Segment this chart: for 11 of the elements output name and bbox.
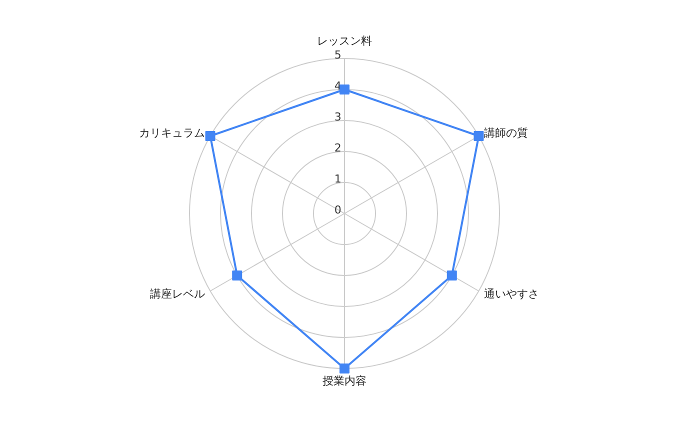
spoke-label: カリキュラム <box>138 126 205 140</box>
spoke-label: 講座レベル <box>150 288 205 301</box>
y-tick-label: 2 <box>334 142 342 154</box>
spoke-label: 通いやすさ <box>484 288 540 301</box>
y-tick-label: 3 <box>334 110 342 124</box>
y-tick-label: 1 <box>334 172 342 186</box>
y-tick-label: 5 <box>334 48 342 62</box>
spoke-label: レッスン料 <box>317 34 372 48</box>
spoke-label: 授業内容 <box>322 374 366 388</box>
y-tick-label: 0 <box>334 204 342 216</box>
spoke-label: 講師の質 <box>484 126 528 140</box>
